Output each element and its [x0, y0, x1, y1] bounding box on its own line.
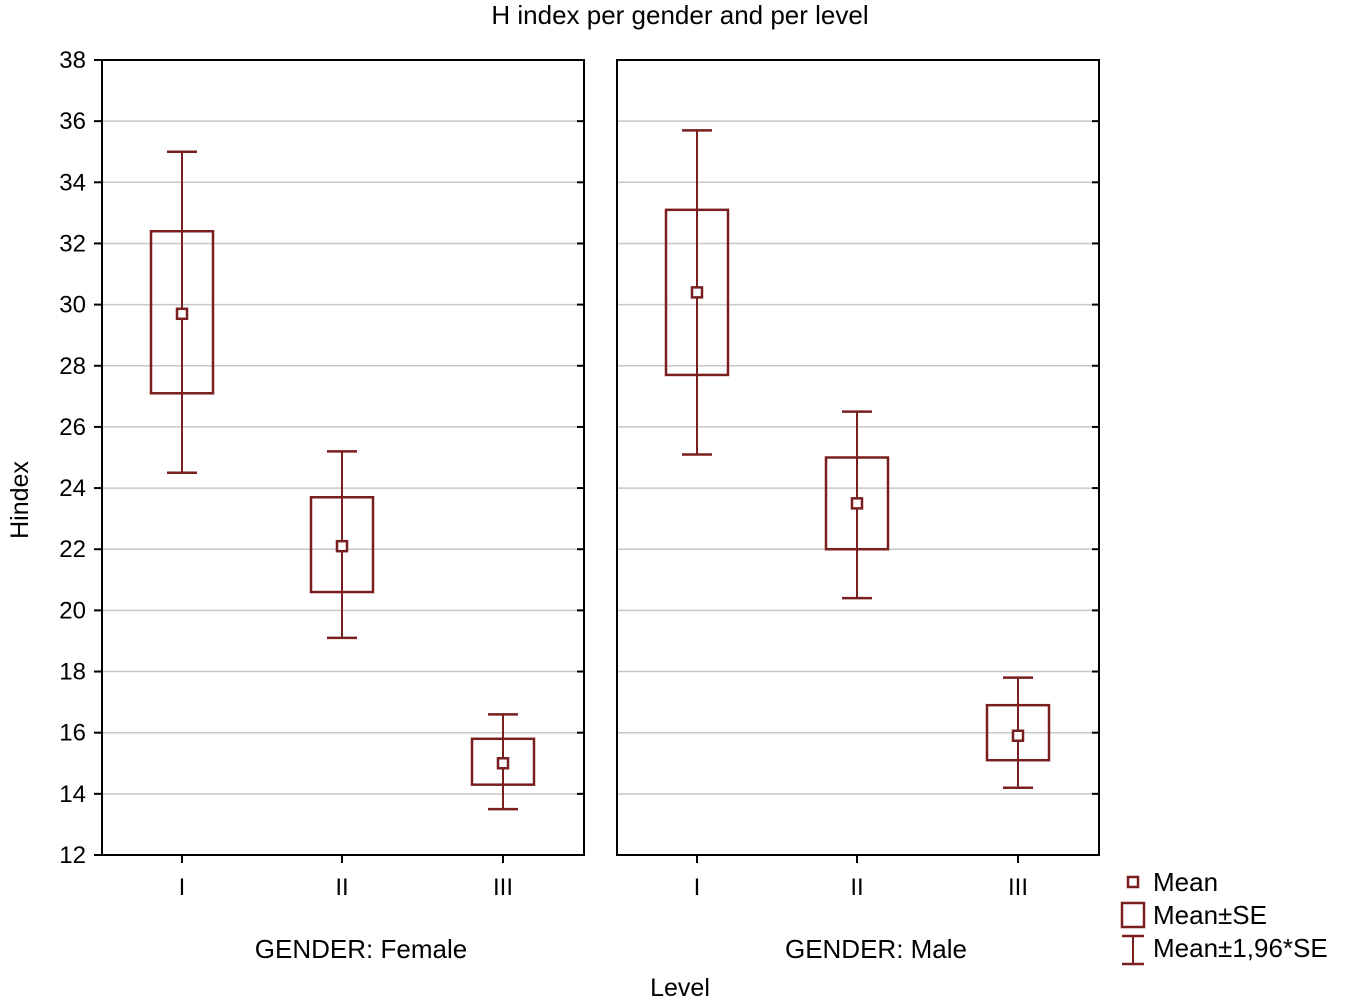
x-axis-label: Level — [650, 974, 710, 1002]
x-tick-label: I — [694, 874, 701, 901]
se-box — [309, 496, 375, 594]
se-box — [664, 208, 730, 377]
legend-label: Mean — [1153, 867, 1218, 897]
mean-marker — [496, 757, 510, 770]
y-tick-label: 26 — [59, 414, 86, 441]
mean-marker — [175, 307, 189, 321]
se-box — [985, 703, 1051, 762]
y-tick-label: 28 — [59, 353, 86, 380]
mean-marker — [1011, 729, 1025, 742]
data-point-II — [309, 450, 375, 640]
data-point-I — [149, 150, 215, 475]
legend-se-box — [1120, 901, 1146, 929]
y-tick-label: 36 — [59, 108, 86, 135]
legend-mean-marker — [1126, 875, 1140, 889]
mean-marker — [690, 286, 704, 299]
legend-label: Mean±SE — [1153, 900, 1267, 930]
y-tick-label: 38 — [59, 47, 86, 74]
data-point-III — [470, 713, 536, 811]
mean-marker — [850, 497, 864, 510]
whisker-icon — [1122, 934, 1144, 966]
x-tick-label: I — [179, 874, 186, 901]
y-tick-label: 20 — [59, 597, 86, 624]
y-tick-label: 12 — [59, 842, 86, 869]
y-tick-label: 16 — [59, 720, 86, 747]
data-point-II — [824, 410, 890, 600]
y-axis-ticks: 12 14 16 18 20 22 24 26 28 30 32 34 36 38 — [59, 47, 102, 869]
x-tick-label: III — [493, 874, 513, 901]
y-tick-label: 22 — [59, 536, 86, 563]
chart-title: H index per gender and per level — [491, 0, 868, 30]
x-tick-label: III — [1008, 874, 1028, 901]
panel-label: GENDER: Female — [255, 934, 467, 964]
y-tick-label: 24 — [59, 475, 86, 502]
legend-label: Mean±1,96*SE — [1153, 933, 1328, 963]
small-square-icon — [1126, 875, 1140, 889]
se-box — [470, 737, 536, 786]
y-tick-label: 32 — [59, 230, 86, 257]
se-box — [149, 229, 215, 395]
se-box — [824, 456, 890, 551]
large-square-icon — [1120, 901, 1146, 929]
x-tick-label: II — [850, 874, 863, 901]
mean-marker — [335, 539, 349, 553]
y-tick-label: 34 — [59, 169, 86, 196]
panel-label: GENDER: Male — [785, 934, 967, 964]
data-point-I — [664, 129, 730, 456]
y-tick-label: 14 — [59, 781, 86, 808]
y-tick-label: 30 — [59, 292, 86, 319]
data-point-III — [985, 676, 1051, 789]
y-tick-label: 18 — [59, 659, 86, 686]
y-axis-label: Hindex — [6, 461, 34, 539]
x-tick-label: II — [335, 874, 348, 901]
